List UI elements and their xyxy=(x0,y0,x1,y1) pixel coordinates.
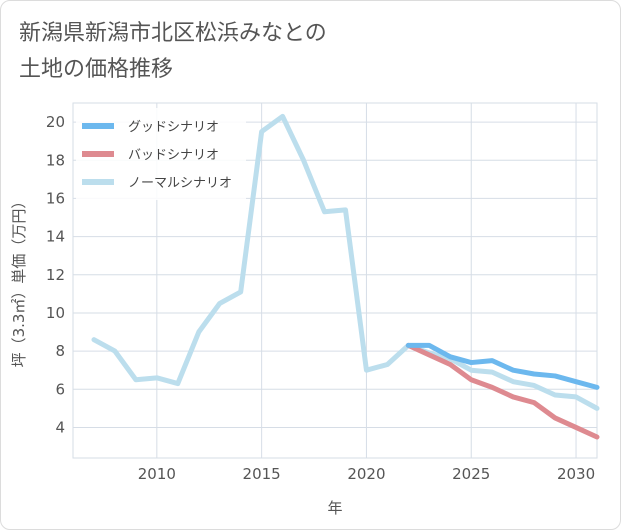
x-tick-label: 2020 xyxy=(347,465,385,483)
title-line-2: 土地の価格推移 xyxy=(19,57,174,82)
y-tick-label: 6 xyxy=(55,380,65,398)
x-tick-label: 2025 xyxy=(452,465,490,483)
plot-frame xyxy=(72,102,598,459)
y-tick-label: 20 xyxy=(46,113,65,131)
x-axis-ticks: 2010 2015 2020 2025 2030 xyxy=(138,465,595,483)
y-tick-label: 14 xyxy=(46,228,65,246)
x-axis-label: 年 xyxy=(327,499,342,517)
y-tick-label: 12 xyxy=(46,266,65,284)
y-tick-label: 4 xyxy=(55,418,65,436)
title-line-1: 新潟県新潟市北区松浜みなとの xyxy=(19,21,327,46)
y-axis-label: 坪（3.3㎡）単価（万円） xyxy=(10,194,28,368)
x-tick-label: 2015 xyxy=(243,465,281,483)
chart-title: 新潟県新潟市北区松浜みなとの 土地の価格推移 xyxy=(19,16,579,88)
series-line-1 xyxy=(405,342,600,390)
legend-label-1: グッドシナリオ xyxy=(128,120,219,135)
series-line-3 xyxy=(91,113,600,411)
series-lines xyxy=(91,113,600,440)
x-tick-label: 2030 xyxy=(557,465,595,483)
y-tick-label: 18 xyxy=(46,151,65,169)
x-tick-label: 2010 xyxy=(138,465,176,483)
y-tick-label: 16 xyxy=(46,189,65,207)
series-line-2 xyxy=(405,342,600,440)
grid xyxy=(72,102,598,459)
y-tick-label: 8 xyxy=(55,342,65,360)
legend-label-3: ノーマルシナリオ xyxy=(128,176,232,191)
y-tick-label: 10 xyxy=(46,304,65,322)
legend-label-2: バッドシナリオ xyxy=(128,148,219,163)
y-axis-ticks: 4 6 8 10 12 14 16 18 20 xyxy=(46,113,65,436)
